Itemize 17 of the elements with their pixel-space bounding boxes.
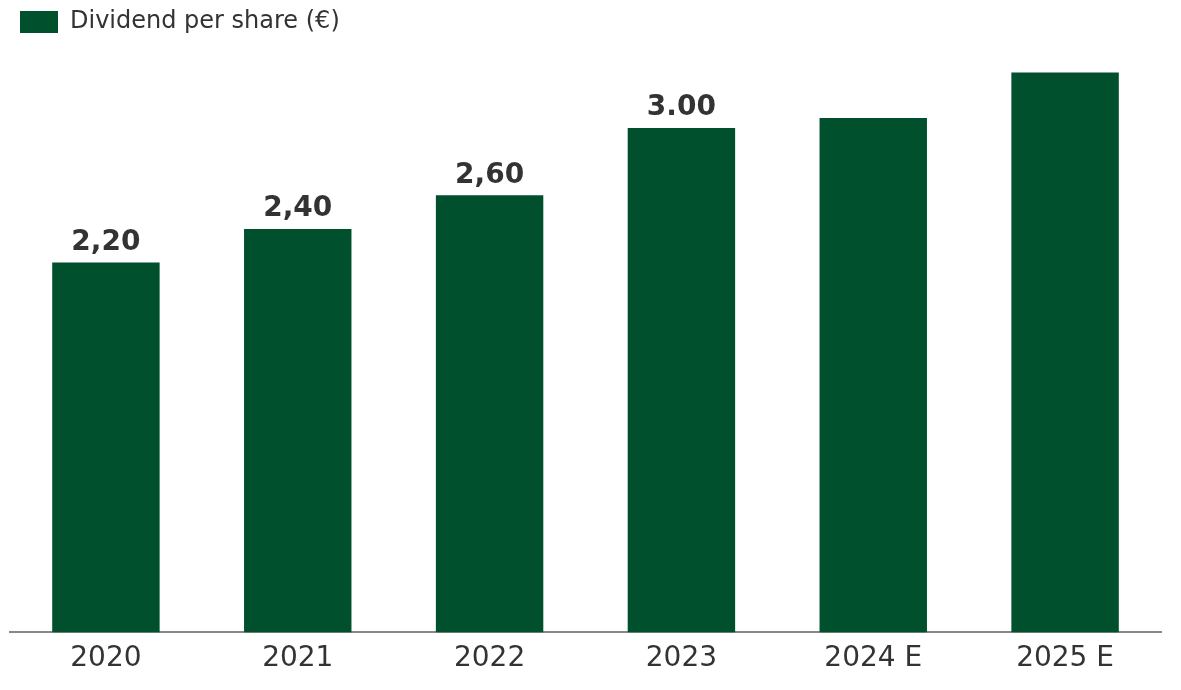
data-label: 2,20 — [71, 223, 141, 257]
bar — [1011, 72, 1119, 633]
x-tick-label: 2022 — [453, 640, 526, 674]
x-tick-label: 2025 E — [1016, 640, 1115, 674]
x-tick-label: 2021 — [262, 640, 334, 674]
bar — [819, 117, 927, 633]
x-tick-label: 2024 E — [824, 640, 923, 674]
x-tick-label: 2023 — [645, 640, 718, 674]
bar — [435, 195, 544, 633]
bar — [52, 262, 160, 633]
data-label: 2,60 — [455, 156, 525, 190]
data-label: 3.00 — [646, 89, 716, 123]
x-tick-label: 2020 — [70, 640, 142, 674]
bar — [244, 228, 352, 633]
legend-label: Dividend per share (€) — [70, 6, 340, 35]
bar — [627, 128, 736, 633]
data-label: 2,40 — [263, 190, 333, 224]
